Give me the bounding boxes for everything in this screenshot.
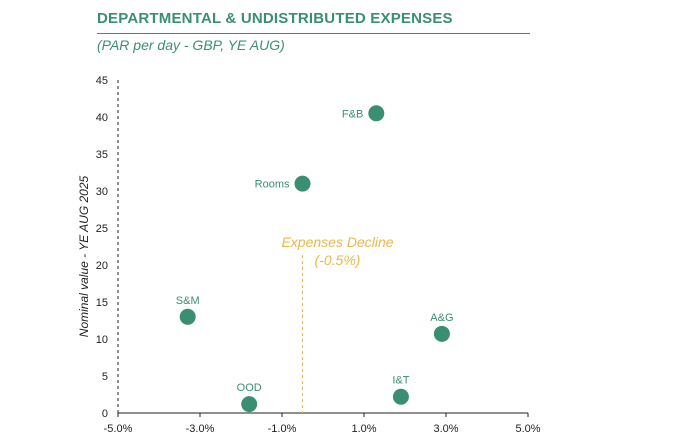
data-point-label: OOD — [237, 382, 262, 394]
y-tick-label: 0 — [102, 408, 108, 420]
data-point — [433, 325, 450, 342]
y-tick-label: 30 — [96, 186, 108, 198]
title-divider — [97, 33, 530, 34]
y-tick-label: 5 — [102, 371, 108, 383]
x-tick-label: -5.0% — [104, 423, 133, 435]
y-axis-label: Nominal value - YE AUG 2025 — [77, 175, 91, 337]
y-tick-label: 40 — [96, 112, 108, 124]
chart-subtitle: (PAR per day - GBP, YE AUG) — [97, 37, 285, 53]
expenses-decline-label: Expenses Decline — [281, 234, 393, 250]
data-point-label: S&M — [176, 295, 200, 307]
expenses-decline-value: (-0.5%) — [315, 252, 361, 268]
x-tick-label: 3.0% — [433, 423, 458, 435]
y-tick-label: 20 — [96, 260, 108, 272]
data-point — [368, 105, 385, 122]
data-point-label: F&B — [342, 108, 363, 120]
x-tick-label: 5.0% — [515, 423, 540, 435]
data-point-label: I&T — [392, 375, 409, 387]
x-tick-label: -1.0% — [268, 423, 297, 435]
y-tick-label: 35 — [96, 149, 108, 161]
x-tick-label: 1.0% — [351, 423, 376, 435]
y-tick-label: 10 — [96, 334, 108, 346]
chart-title: DEPARTMENTAL & UNDISTRIBUTED EXPENSES — [97, 10, 453, 27]
data-point — [241, 396, 258, 413]
data-point-label: Rooms — [255, 179, 290, 191]
data-point — [392, 388, 409, 405]
data-point — [179, 308, 196, 325]
x-tick-label: -3.0% — [186, 423, 215, 435]
y-tick-label: 25 — [96, 223, 108, 235]
y-tick-label: 45 — [96, 75, 108, 87]
data-point — [294, 175, 311, 192]
data-point-label: A&G — [430, 312, 453, 324]
y-tick-label: 15 — [96, 297, 108, 309]
